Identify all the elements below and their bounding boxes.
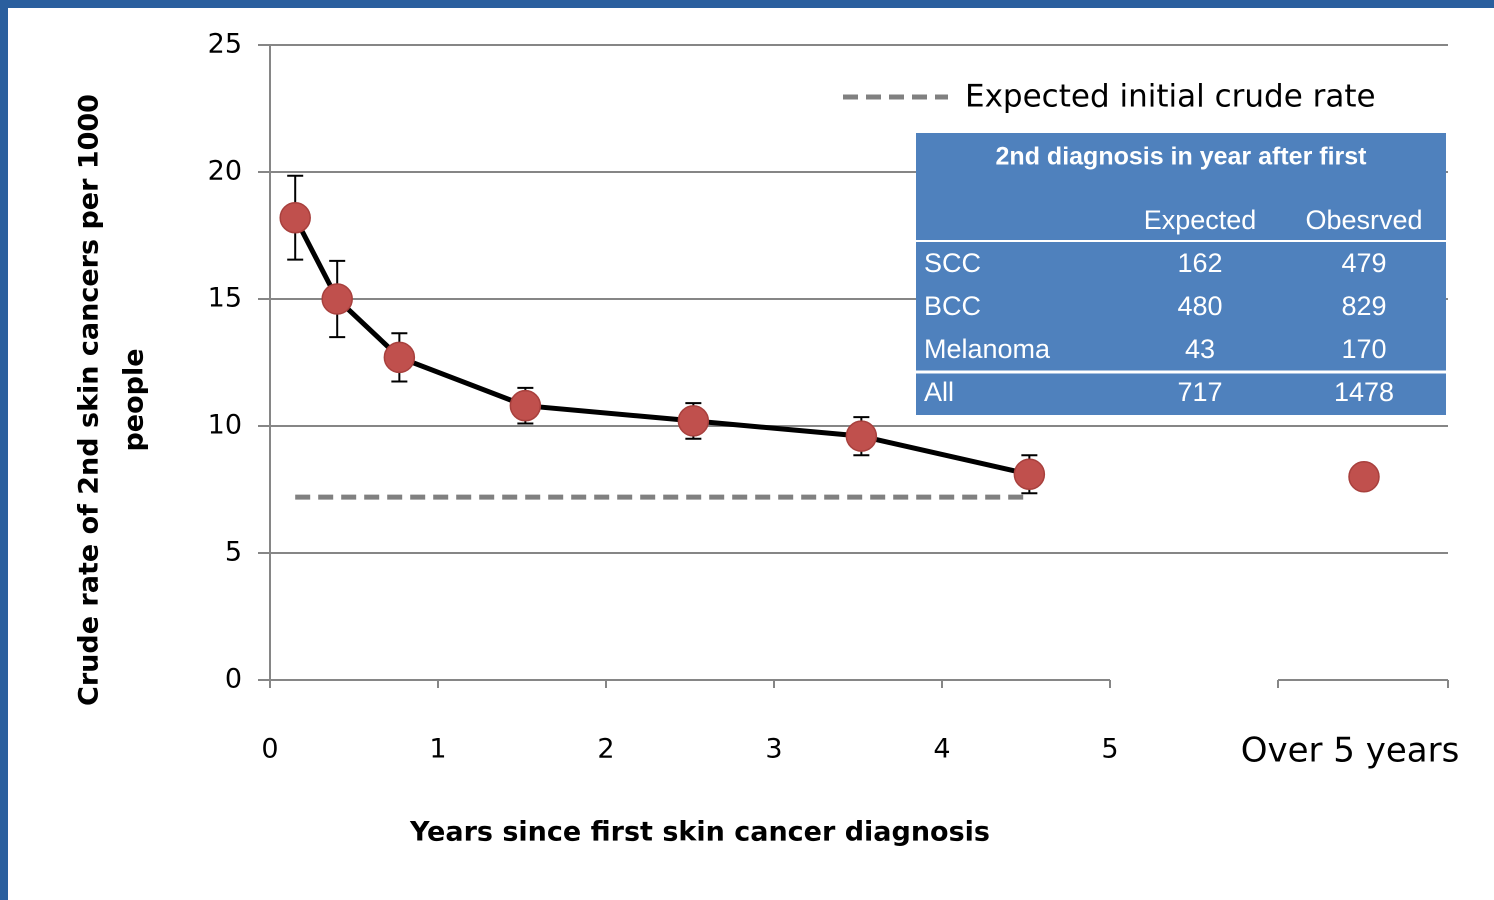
y-tick-label: 25 bbox=[208, 29, 242, 60]
y-tick-label: 0 bbox=[225, 664, 242, 695]
data-point bbox=[1348, 461, 1380, 493]
x-category-label: Over 5 years bbox=[1241, 731, 1460, 771]
table-column-header: Obesrved bbox=[1305, 205, 1422, 235]
table-row-label: All bbox=[924, 377, 954, 407]
table-cell: 1478 bbox=[1334, 377, 1394, 407]
data-point bbox=[677, 405, 710, 437]
data-point bbox=[1013, 458, 1046, 491]
table-cell: 479 bbox=[1341, 248, 1386, 278]
x-tick-label: 2 bbox=[597, 734, 614, 765]
y-tick-label: 15 bbox=[208, 283, 242, 314]
x-tick-label: 5 bbox=[1101, 734, 1118, 765]
y-axis-title: people bbox=[119, 348, 150, 451]
x-tick-label: 0 bbox=[261, 734, 278, 765]
table-cell: 829 bbox=[1341, 291, 1386, 321]
data-point bbox=[321, 283, 353, 315]
y-axis-title: Crude rate of 2nd skin cancers per 1000 bbox=[74, 94, 105, 706]
y-tick-label: 20 bbox=[208, 156, 242, 187]
table-background bbox=[916, 133, 1446, 415]
table-column-header: Expected bbox=[1144, 205, 1257, 235]
data-point bbox=[845, 420, 878, 452]
data-point bbox=[383, 341, 416, 374]
data-point bbox=[509, 389, 542, 422]
table-cell: 162 bbox=[1177, 248, 1222, 278]
table-cell: 480 bbox=[1177, 291, 1222, 321]
x-tick-label: 3 bbox=[765, 734, 782, 765]
table-row-label: SCC bbox=[924, 248, 981, 278]
table-row-label: Melanoma bbox=[924, 334, 1051, 364]
table-cell: 43 bbox=[1185, 334, 1215, 364]
x-tick-label: 4 bbox=[933, 734, 950, 765]
y-tick-label: 5 bbox=[225, 537, 242, 568]
table-cell: 717 bbox=[1177, 377, 1222, 407]
table-title: 2nd diagnosis in year after first bbox=[996, 143, 1368, 171]
legend-label: Expected initial crude rate bbox=[965, 79, 1376, 115]
data-point bbox=[279, 201, 311, 234]
y-tick-label: 10 bbox=[208, 410, 242, 441]
x-axis-title: Years since first skin cancer diagnosis bbox=[409, 817, 990, 848]
x-tick-label: 1 bbox=[429, 734, 446, 765]
table-row-label: BCC bbox=[924, 291, 981, 321]
table-cell: 170 bbox=[1341, 334, 1386, 364]
